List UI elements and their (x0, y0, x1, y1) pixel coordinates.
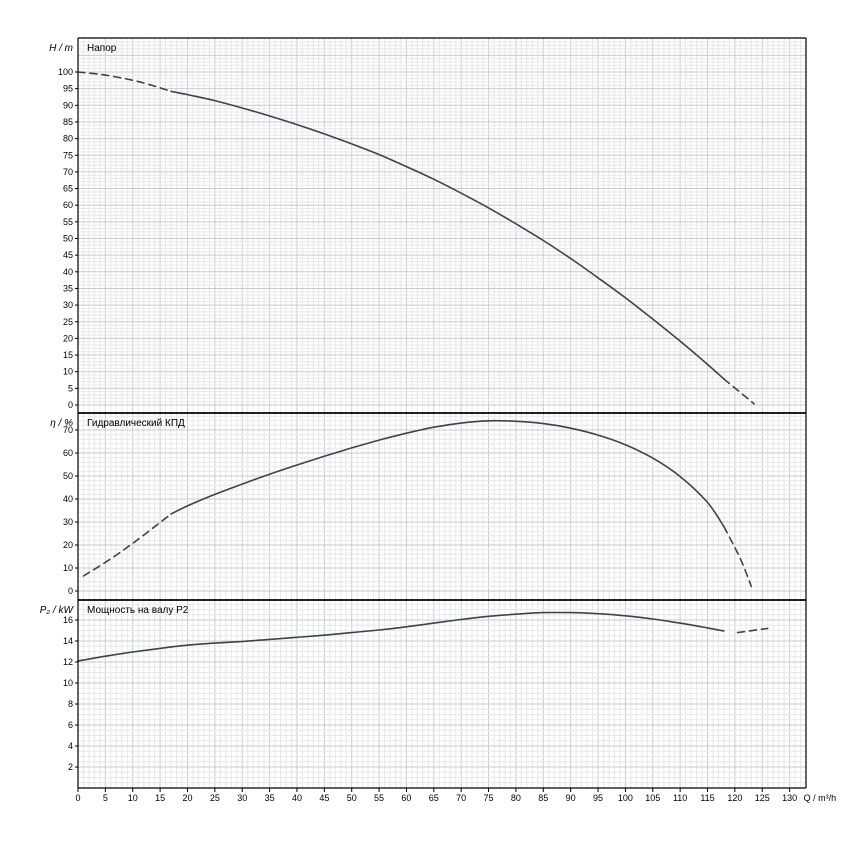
x-tick-label: 110 (673, 793, 687, 803)
head-axis-label: H / m (49, 43, 73, 54)
x-tick-label: 85 (538, 793, 548, 803)
power-y-tick-label: 4 (68, 741, 73, 751)
head-y-tick-label: 45 (63, 250, 73, 260)
head-y-tick-label: 40 (63, 267, 73, 277)
efficiency-y-tick-label: 30 (63, 517, 73, 527)
x-tick-label: 40 (292, 793, 302, 803)
head-y-tick-label: 90 (63, 100, 73, 110)
x-tick-label: 75 (484, 793, 494, 803)
efficiency-y-tick-label: 50 (63, 471, 73, 481)
x-tick-label: 15 (155, 793, 165, 803)
x-tick-label: 50 (347, 793, 357, 803)
x-tick-label: 0 (75, 793, 80, 803)
head-curve (170, 90, 725, 380)
x-tick-label: 130 (782, 793, 797, 803)
head-y-tick-label: 20 (63, 333, 73, 343)
power-y-tick-label: 14 (63, 636, 73, 646)
x-tick-label: 95 (593, 793, 603, 803)
head-y-tick-label: 10 (63, 367, 73, 377)
x-axis-unit-label: Q / m³/h (804, 793, 837, 803)
x-tick-label: 30 (237, 793, 247, 803)
head-y-tick-label: 35 (63, 283, 73, 293)
efficiency-y-tick-label: 70 (63, 425, 73, 435)
head-y-tick-label: 0 (68, 400, 73, 410)
power-y-tick-label: 16 (63, 615, 73, 625)
x-tick-label: 45 (319, 793, 329, 803)
x-tick-label: 55 (374, 793, 384, 803)
head-y-tick-label: 60 (63, 200, 73, 210)
x-tick-label: 25 (210, 793, 220, 803)
head-y-tick-label: 70 (63, 167, 73, 177)
head-y-tick-label: 85 (63, 117, 73, 127)
x-tick-label: 100 (618, 793, 633, 803)
head-y-tick-label: 15 (63, 350, 73, 360)
head-title: Напор (87, 43, 117, 54)
x-tick-label: 70 (456, 793, 466, 803)
efficiency-title: Гидравлический КПД (87, 418, 185, 429)
efficiency-y-tick-label: 40 (63, 494, 73, 504)
power-curve (736, 627, 769, 634)
power-y-tick-label: 2 (68, 762, 73, 772)
head-y-tick-label: 25 (63, 317, 73, 327)
x-tick-label: 80 (511, 793, 521, 803)
power-axis-label: P₂ / kW (40, 605, 75, 616)
efficiency-curve (82, 513, 172, 577)
x-tick-label: 10 (128, 793, 138, 803)
power-title: Мощность на валу P2 (87, 605, 189, 616)
x-tick-label: 65 (429, 793, 439, 803)
head-y-tick-label: 95 (63, 84, 73, 94)
head-curve (77, 71, 172, 93)
x-tick-label: 115 (700, 793, 714, 803)
efficiency-curve (723, 525, 753, 588)
x-tick-label: 20 (182, 793, 192, 803)
head-y-tick-label: 100 (58, 67, 73, 77)
head-y-tick-label: 80 (63, 134, 73, 144)
head-y-tick-label: 75 (63, 150, 73, 160)
x-tick-label: 60 (401, 793, 411, 803)
head-y-tick-label: 5 (68, 383, 73, 393)
x-tick-label: 125 (755, 793, 770, 803)
efficiency-axis-label: η / % (50, 418, 73, 429)
power-y-tick-label: 6 (68, 720, 73, 730)
efficiency-y-tick-label: 20 (63, 540, 73, 550)
x-tick-label: 120 (727, 793, 742, 803)
x-tick-label: 105 (645, 793, 660, 803)
head-y-tick-label: 65 (63, 184, 73, 194)
head-y-tick-label: 55 (63, 217, 73, 227)
efficiency-curve (170, 419, 725, 528)
power-y-tick-label: 10 (63, 678, 73, 688)
efficiency-y-tick-label: 10 (63, 563, 73, 573)
power-y-tick-label: 12 (63, 657, 73, 667)
x-tick-label: 90 (566, 793, 576, 803)
power-curve (77, 611, 725, 662)
efficiency-y-tick-label: 60 (63, 448, 73, 458)
power-y-tick-label: 8 (68, 699, 73, 709)
head-curve (723, 378, 755, 405)
head-y-tick-label: 50 (63, 234, 73, 244)
head-y-tick-label: 30 (63, 300, 73, 310)
x-tick-label: 5 (103, 793, 108, 803)
x-tick-label: 35 (265, 793, 275, 803)
efficiency-y-tick-label: 0 (68, 586, 73, 596)
